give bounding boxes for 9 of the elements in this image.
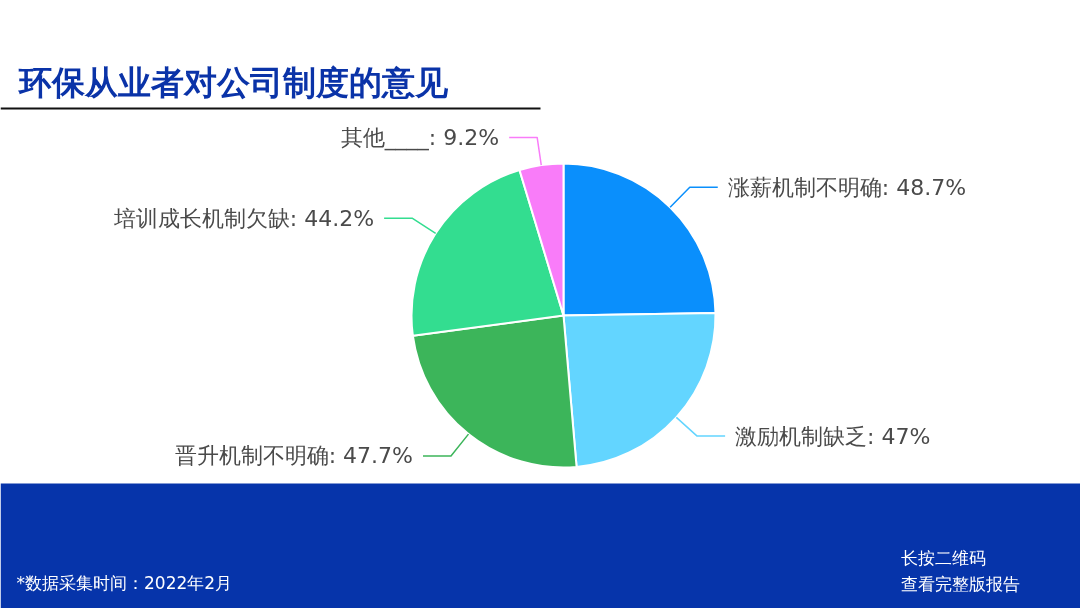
slice-label: 培训成长机制欠缺: 44.2% <box>112 205 375 231</box>
chart-title: 环保从业者对公司制度的意见 <box>16 63 449 102</box>
slice-label: 涨薪机制不明确: 48.7% <box>727 174 967 200</box>
slice-label: 晋升机制不明确: 47.7% <box>174 443 413 469</box>
text: 长按二维码 <box>900 547 986 568</box>
slice-label: 激励机制缺乏: 47% <box>735 423 931 449</box>
slice-label: 其他____: 9.2% <box>340 124 500 151</box>
text: 查看完整版报告 <box>900 573 1020 594</box>
text: *数据采集时间：2022年2月 <box>16 572 233 593</box>
